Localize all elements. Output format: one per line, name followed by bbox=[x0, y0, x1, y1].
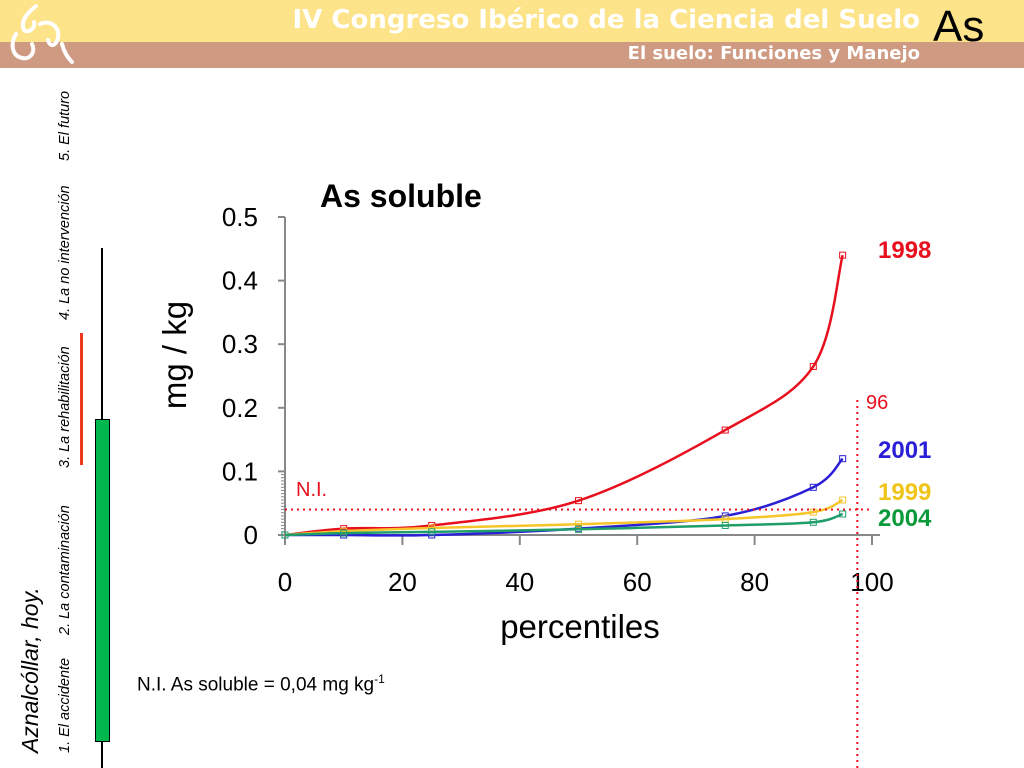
data-point-2004 bbox=[428, 528, 436, 536]
data-point-2004 bbox=[340, 529, 348, 537]
congress-logo-icon bbox=[10, 4, 74, 64]
data-point-2004 bbox=[281, 531, 289, 539]
data-point-1998 bbox=[839, 251, 847, 259]
footnote-superscript: -1 bbox=[374, 672, 385, 686]
y-tick-label: 0.4 bbox=[222, 266, 258, 296]
series-label-1999: 1999 bbox=[878, 479, 931, 506]
x-tick-label: 60 bbox=[623, 567, 652, 597]
data-point-1998 bbox=[575, 497, 582, 505]
conference-title: IV Congreso Ibérico de la Ciencia del Su… bbox=[292, 5, 920, 35]
data-point-2004 bbox=[721, 521, 729, 529]
series-line-1999 bbox=[284, 498, 844, 537]
percentile-label: 96 bbox=[866, 392, 888, 414]
threshold-label: N.I. bbox=[296, 479, 327, 501]
data-point-2004 bbox=[809, 518, 817, 526]
data-point-1998 bbox=[809, 362, 817, 370]
slide-element-tag: As bbox=[933, 2, 985, 51]
y-tick-label: 0.3 bbox=[222, 329, 258, 359]
data-point-1999 bbox=[839, 496, 847, 504]
data-point-2001 bbox=[809, 483, 817, 491]
y-tick-label: 0 bbox=[244, 520, 258, 550]
data-point-2001 bbox=[839, 455, 847, 463]
x-axis-label: percentiles bbox=[500, 608, 660, 645]
y-tick-label: 0.1 bbox=[222, 456, 258, 486]
series-label-1998: 1998 bbox=[878, 237, 931, 264]
y-tick-label: 0.5 bbox=[222, 202, 258, 232]
conference-subtitle: El suelo: Funciones y Manejo bbox=[627, 43, 920, 64]
data-point-1999 bbox=[575, 520, 582, 528]
header-band-bottom bbox=[0, 42, 1024, 68]
current-section-marker bbox=[80, 333, 83, 465]
data-point-2004 bbox=[575, 525, 582, 533]
x-tick-label: 80 bbox=[740, 567, 769, 597]
header-band-top bbox=[0, 0, 1024, 42]
x-tick-label: 0 bbox=[278, 567, 292, 597]
series-line-1998 bbox=[284, 254, 844, 537]
data-point-2004 bbox=[839, 510, 847, 518]
series-label-2001: 2001 bbox=[878, 437, 931, 464]
x-tick-label: 40 bbox=[505, 567, 534, 597]
x-tick-label: 20 bbox=[388, 567, 417, 597]
series-label-2004: 2004 bbox=[878, 505, 932, 532]
y-tick-label: 0.2 bbox=[222, 393, 258, 423]
footnote: N.I. As soluble = 0,04 mg kg-1 bbox=[137, 672, 385, 696]
timeline-progress-bar bbox=[95, 419, 110, 742]
chart-title: As soluble bbox=[320, 178, 482, 214]
y-axis-label: mg / kg bbox=[156, 301, 193, 409]
series-line-2004 bbox=[284, 512, 844, 537]
data-point-1998 bbox=[721, 426, 729, 434]
footnote-text: N.I. As soluble = 0,04 mg kg bbox=[137, 674, 375, 696]
